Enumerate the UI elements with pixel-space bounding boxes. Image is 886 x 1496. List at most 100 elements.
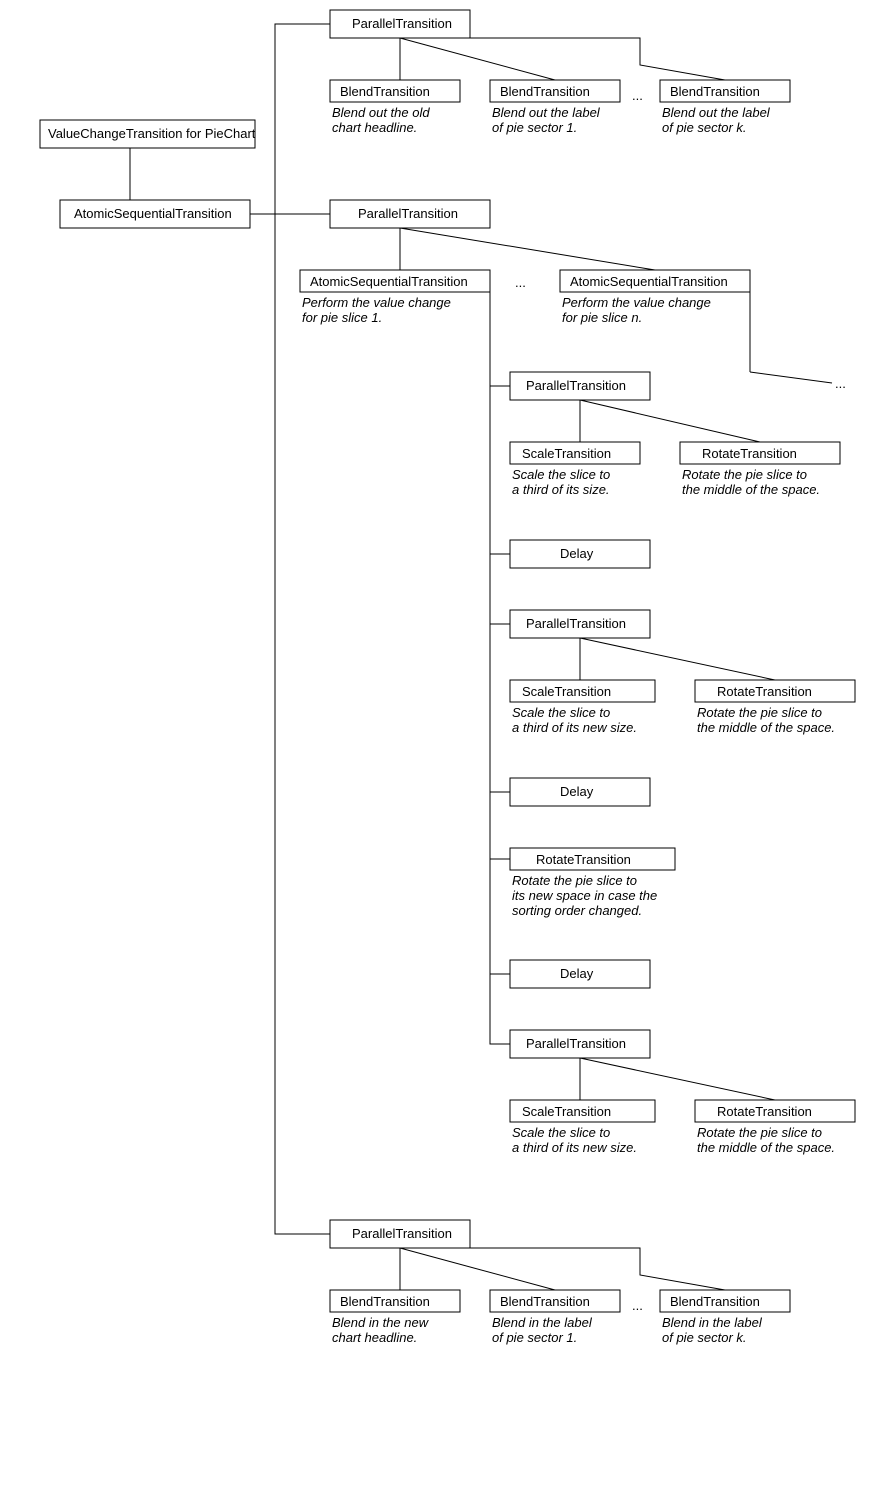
node-title: BlendTransition	[670, 84, 760, 99]
node-desc-line: Perform the value change	[302, 295, 451, 310]
node-par1: ParallelTransition	[330, 10, 470, 38]
node-title: BlendTransition	[340, 84, 430, 99]
edge	[580, 400, 760, 442]
node-title: Delay	[560, 966, 594, 981]
edge	[490, 554, 510, 624]
node-par5: ParallelTransition	[510, 1030, 650, 1058]
node-title: ScaleTransition	[522, 684, 611, 699]
node-desc-line: Rotate the pie slice to	[512, 873, 637, 888]
edge	[580, 1058, 775, 1100]
node-desc-line: a third of its new size.	[512, 720, 637, 735]
edge	[400, 1248, 555, 1290]
node-desc-line: the middle of the space.	[697, 1140, 835, 1155]
node-desc-line: of pie sector k.	[662, 1330, 747, 1345]
node-desc-line: of pie sector 1.	[492, 1330, 577, 1345]
node-sc1: ScaleTransition Scale the slice toa third…	[510, 442, 640, 497]
edge	[580, 638, 775, 680]
edge	[490, 281, 510, 386]
node-b2c: BlendTransitionBlend in the labelof pie …	[660, 1290, 790, 1345]
node-ast1: AtomicSequentialTransition Perform the va…	[300, 270, 490, 325]
edge	[400, 1248, 725, 1290]
node-desc-line: Blend in the new	[332, 1315, 430, 1330]
node-title: ParallelTransition	[526, 378, 626, 393]
edge	[400, 38, 725, 80]
node-title: AtomicSequentialTransition	[570, 274, 728, 289]
edge	[400, 228, 655, 270]
node-desc-line: Blend out the label	[662, 105, 771, 120]
node-rt2: RotateTransition Rotate the pie slice tot…	[695, 680, 855, 735]
node-title: ValueChangeTransition for PieChart	[48, 126, 256, 141]
node-rt3: RotateTransition Rotate the pie slice toi…	[510, 848, 675, 918]
node-desc-line: chart headline.	[332, 1330, 417, 1345]
node-title: BlendTransition	[500, 1294, 590, 1309]
edge	[490, 624, 510, 792]
node-d1: Delay	[510, 540, 650, 568]
node-rt4: RotateTransition Rotate the pie slice tot…	[695, 1100, 855, 1155]
node-b2a: BlendTransition Blend in the newchart hea…	[330, 1290, 460, 1345]
node-title: RotateTransition	[536, 852, 631, 867]
node-b1b: BlendTransition Blend out the labelof pie…	[490, 80, 620, 135]
node-title: RotateTransition	[702, 446, 797, 461]
node-title: Delay	[560, 546, 594, 561]
node-desc-line: Rotate the pie slice to	[682, 467, 807, 482]
node-d2: Delay	[510, 778, 650, 806]
node-title: ParallelTransition	[352, 16, 452, 31]
node-b1a: BlendTransition Blend out the oldchart he…	[330, 80, 460, 135]
node-desc-line: chart headline.	[332, 120, 417, 135]
node-title: RotateTransition	[717, 1104, 812, 1119]
node-desc-line: of pie sector 1.	[492, 120, 577, 135]
node-par6: ParallelTransition	[330, 1220, 470, 1248]
node-b1c: BlendTransition Blend out the labelof pie…	[660, 80, 790, 135]
node-sc3: ScaleTransitionScale the slice toa third…	[510, 1100, 655, 1155]
node-desc-line: the middle of the space.	[682, 482, 820, 497]
edge	[275, 214, 330, 1234]
edge	[490, 974, 510, 1044]
node-title: BlendTransition	[670, 1294, 760, 1309]
node-desc-line: for pie slice n.	[562, 310, 642, 325]
node-desc-line: Scale the slice to	[512, 467, 610, 482]
ellipsis: ...	[835, 376, 846, 391]
transition-tree-diagram: ValueChangeTransition for PieChart Atomic…	[0, 0, 886, 1496]
node-desc-line: Blend in the label	[492, 1315, 593, 1330]
node-desc-line: for pie slice 1.	[302, 310, 382, 325]
edge	[275, 24, 330, 214]
node-title: BlendTransition	[500, 84, 590, 99]
node-par4: ParallelTransition	[510, 610, 650, 638]
node-sc2: ScaleTransition Scale the slice toa third…	[510, 680, 655, 735]
node-ast2: AtomicSequentialTransition Perform the va…	[560, 270, 750, 325]
ellipsis: ...	[632, 1298, 643, 1313]
node-desc-line: of pie sector k.	[662, 120, 747, 135]
node-desc-line: a third of its new size.	[512, 1140, 637, 1155]
node-title: ScaleTransition	[522, 446, 611, 461]
node-desc-line: Scale the slice to	[512, 705, 610, 720]
node-desc-line: Rotate the pie slice to	[697, 1125, 822, 1140]
node-title: BlendTransition	[340, 1294, 430, 1309]
node-desc-line: the middle of the space.	[697, 720, 835, 735]
node-title: RotateTransition	[717, 684, 812, 699]
edge	[490, 792, 510, 859]
node-desc-line: Rotate the pie slice to	[697, 705, 822, 720]
node-desc-line: Blend out the label	[492, 105, 601, 120]
node-title: AtomicSequentialTransition	[74, 206, 232, 221]
node-desc-line: a third of its size.	[512, 482, 610, 497]
edge	[400, 38, 555, 80]
node-root: ValueChangeTransition for PieChart	[40, 120, 256, 148]
node-d3: Delay	[510, 960, 650, 988]
ellipsis: ...	[632, 88, 643, 103]
node-par3: ParallelTransition	[510, 372, 650, 400]
node-desc-line: Perform the value change	[562, 295, 711, 310]
node-title: ParallelTransition	[526, 1036, 626, 1051]
edge	[750, 372, 832, 383]
node-title: AtomicSequentialTransition	[310, 274, 468, 289]
node-desc-line: its new space in case the	[512, 888, 657, 903]
node-title: Delay	[560, 784, 594, 799]
node-par2: ParallelTransition	[330, 200, 490, 228]
node-desc-line: Blend out the old	[332, 105, 430, 120]
edge	[490, 386, 510, 554]
node-title: ParallelTransition	[358, 206, 458, 221]
node-b2b: BlendTransition Blend in the labelof pie …	[490, 1290, 620, 1345]
node-title: ParallelTransition	[526, 616, 626, 631]
node-desc-line: Scale the slice to	[512, 1125, 610, 1140]
ellipsis: ...	[515, 275, 526, 290]
edge	[490, 859, 510, 974]
